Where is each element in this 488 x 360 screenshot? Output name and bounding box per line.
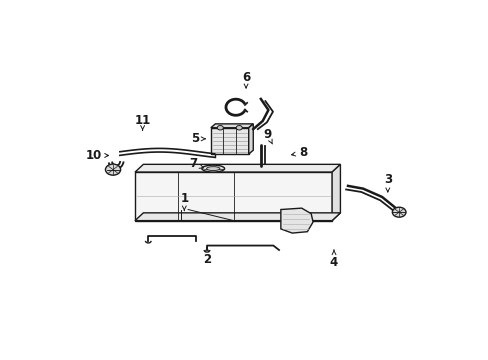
Polygon shape (280, 208, 312, 233)
Text: 6: 6 (242, 71, 250, 88)
Circle shape (236, 126, 242, 130)
Text: 8: 8 (291, 146, 306, 159)
Polygon shape (135, 213, 340, 221)
Circle shape (391, 207, 405, 217)
Text: 2: 2 (203, 247, 211, 266)
Text: 4: 4 (329, 250, 337, 269)
Polygon shape (210, 128, 248, 154)
Text: 10: 10 (85, 149, 108, 162)
Text: 3: 3 (383, 172, 391, 192)
Text: 11: 11 (134, 114, 150, 130)
Circle shape (217, 126, 223, 130)
Polygon shape (248, 124, 253, 154)
Ellipse shape (206, 167, 220, 171)
Circle shape (105, 164, 121, 175)
Polygon shape (331, 164, 340, 221)
Text: 9: 9 (263, 128, 272, 144)
Text: 7: 7 (188, 157, 203, 170)
Text: 5: 5 (191, 132, 205, 145)
Polygon shape (210, 124, 253, 128)
Polygon shape (135, 172, 331, 221)
Text: 1: 1 (180, 192, 188, 211)
Ellipse shape (202, 165, 224, 172)
Polygon shape (135, 164, 340, 172)
